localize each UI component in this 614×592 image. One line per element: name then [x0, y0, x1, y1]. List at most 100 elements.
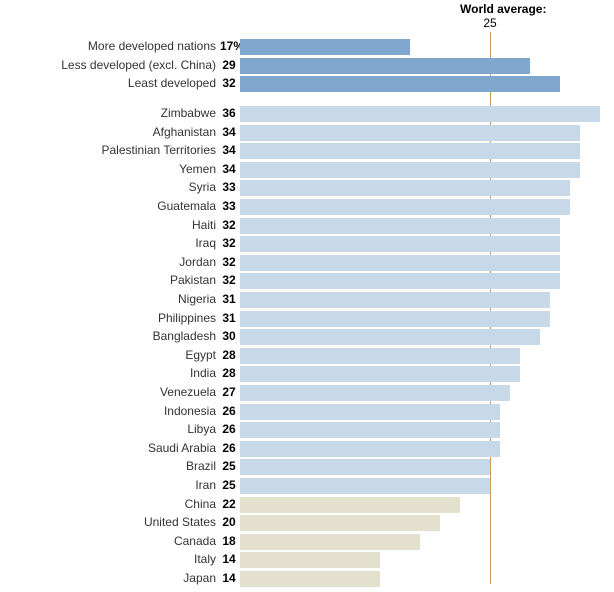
bar-row: Least developed 32 [0, 75, 614, 93]
bar-value: 18 [220, 534, 238, 548]
bar [240, 311, 550, 327]
bar-label: Jordan [179, 255, 216, 269]
bar-row: Brazil 25 [0, 458, 614, 476]
bar-row: Indonesia 26 [0, 403, 614, 421]
bar-value: 28 [220, 366, 238, 380]
world-average-label: World average: [460, 2, 546, 16]
bar [240, 552, 380, 568]
bar-label: Egypt [185, 348, 216, 362]
bar-row: China22 [0, 496, 614, 514]
bar-value: 32 [220, 76, 238, 90]
bar-row: Nigeria31 [0, 291, 614, 309]
bar-label: India [190, 366, 216, 380]
bar-row: Guatemala 33 [0, 198, 614, 216]
bar-label: Haiti [192, 218, 216, 232]
bar-chart: World average: 25 More developed nations… [0, 0, 614, 592]
bar [240, 534, 420, 550]
bar [240, 441, 500, 457]
world-average-value: 25 [480, 16, 500, 30]
bar-value: 26 [220, 404, 238, 418]
bar [240, 218, 560, 234]
bar-label: More developed nations [88, 39, 216, 53]
bar-label: Zimbabwe [161, 106, 216, 120]
bar-row: United States20 [0, 514, 614, 532]
bar [240, 478, 490, 494]
bar-row: More developed nations 17% [0, 38, 614, 56]
bar-row: Pakistan 32 [0, 272, 614, 290]
bar-value: 25 [220, 459, 238, 473]
bar-value: 26 [220, 441, 238, 455]
bar-label: Venezuela [160, 385, 216, 399]
bar-value: 32 [220, 255, 238, 269]
bar-row: Afghanistan 34 [0, 124, 614, 142]
bar-label: Iraq [195, 236, 216, 250]
bar-label: Brazil [186, 459, 216, 473]
bar [240, 143, 580, 159]
bar [240, 162, 580, 178]
bar-label: Guatemala [157, 199, 216, 213]
bar-label: Less developed (excl. China) [61, 58, 216, 72]
bar-row: Jordan 32 [0, 254, 614, 272]
bar-value: 14 [220, 571, 238, 585]
bar [240, 404, 500, 420]
bar-row: Less developed (excl. China) 29 [0, 57, 614, 75]
bar-row: Zimbabwe 36 [0, 105, 614, 123]
bar-value: 29 [220, 58, 238, 72]
bar-label: Iran [195, 478, 216, 492]
bar-label: Indonesia [164, 404, 216, 418]
bar-label: Philippines [158, 311, 216, 325]
bar-value: 33 [220, 199, 238, 213]
bar [240, 348, 520, 364]
bar-row: Bangladesh 30 [0, 328, 614, 346]
bar-value: 34 [220, 125, 238, 139]
bar-label: Bangladesh [153, 329, 216, 343]
bar [240, 125, 580, 141]
bar-value: 22 [220, 497, 238, 511]
bar [240, 39, 410, 55]
bar [240, 236, 560, 252]
bar [240, 422, 500, 438]
bar [240, 273, 560, 289]
bar-row: Japan 14 [0, 570, 614, 588]
bar-row: Italy14 [0, 551, 614, 569]
bar-label: Syria [189, 180, 216, 194]
bar-value: 17% [220, 39, 238, 53]
bar [240, 292, 550, 308]
bar-value: 26 [220, 422, 238, 436]
bar-label: Italy [194, 552, 216, 566]
bar [240, 497, 460, 513]
bar-value: 30 [220, 329, 238, 343]
bar-row: Syria33 [0, 179, 614, 197]
bar-label: Afghanistan [153, 125, 216, 139]
bar-row: Iraq 32 [0, 235, 614, 253]
bar [240, 366, 520, 382]
bar-row: Canada18 [0, 533, 614, 551]
bar-row: Egypt28 [0, 347, 614, 365]
bar-value: 25 [220, 478, 238, 492]
bar [240, 76, 560, 92]
bar-label: Least developed [128, 76, 216, 90]
bar-label: Pakistan [170, 273, 216, 287]
bar-row: Saudi Arabia 26 [0, 440, 614, 458]
bar-value: 34 [220, 143, 238, 157]
bar-label: Palestinian Territories [102, 143, 217, 157]
bar-row: Palestinian Territories34 [0, 142, 614, 160]
bar-label: Japan [183, 571, 216, 585]
bar-label: Saudi Arabia [148, 441, 216, 455]
bar-row: Haiti32 [0, 217, 614, 235]
bar-value: 32 [220, 236, 238, 250]
bar-label: Yemen [179, 162, 216, 176]
bar [240, 106, 600, 122]
bar-row: Philippines31 [0, 310, 614, 328]
bar [240, 385, 510, 401]
bar-row: Libya26 [0, 421, 614, 439]
bar-row: Yemen34 [0, 161, 614, 179]
bar-row: India 28 [0, 365, 614, 383]
bar-value: 32 [220, 273, 238, 287]
bar [240, 58, 530, 74]
bar-value: 27 [220, 385, 238, 399]
bar-value: 20 [220, 515, 238, 529]
bar-value: 31 [220, 292, 238, 306]
bar [240, 571, 380, 587]
bar-value: 36 [220, 106, 238, 120]
